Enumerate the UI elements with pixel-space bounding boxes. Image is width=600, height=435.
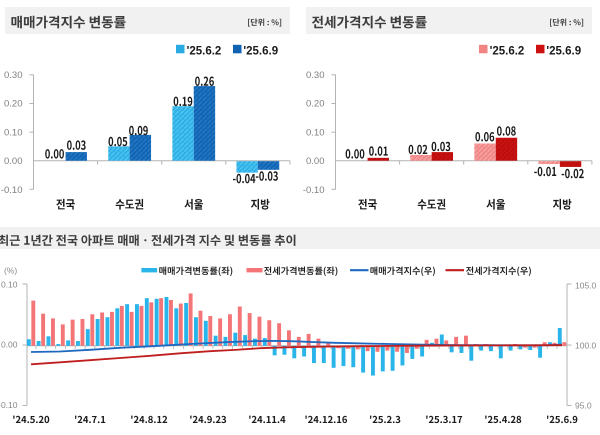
svg-text:0.30: 0.30	[4, 70, 23, 81]
svg-text:100.0: 100.0	[575, 340, 597, 350]
svg-text:0.10: 0.10	[4, 127, 23, 138]
svg-text:0.10: 0.10	[1, 280, 18, 290]
svg-text:'25.6.2: '25.6.2	[187, 46, 222, 58]
svg-text:0.20: 0.20	[306, 99, 325, 110]
svg-text:0.00: 0.00	[306, 156, 325, 167]
svg-text:-0.10: -0.10	[303, 185, 325, 196]
svg-text:'25.6.9: '25.6.9	[243, 46, 278, 58]
svg-text:'25.6.9: '25.6.9	[546, 46, 581, 58]
svg-text:0.30: 0.30	[306, 70, 325, 81]
svg-text:105.0: 105.0	[575, 280, 597, 290]
svg-text:95.0: 95.0	[575, 400, 592, 410]
svg-text:-0.10: -0.10	[0, 400, 18, 410]
svg-text:'25.6.2: '25.6.2	[490, 46, 525, 58]
svg-text:(%): (%)	[4, 266, 17, 276]
svg-text:0.10: 0.10	[306, 127, 325, 138]
svg-text:0.00: 0.00	[4, 156, 23, 167]
svg-text:-0.10: -0.10	[1, 185, 23, 196]
svg-text:0.20: 0.20	[4, 99, 23, 110]
svg-text:0.00: 0.00	[1, 340, 18, 350]
